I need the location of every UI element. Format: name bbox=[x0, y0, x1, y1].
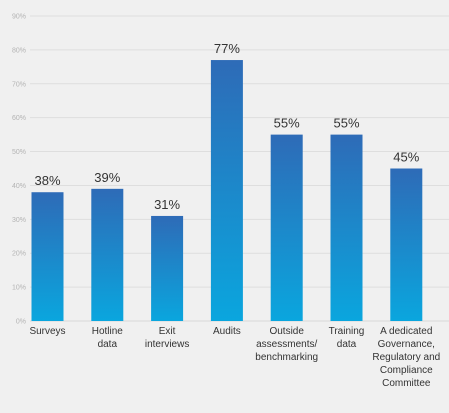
category-label-line: Outside bbox=[269, 326, 304, 337]
y-tick-label: 30% bbox=[12, 217, 26, 224]
bars bbox=[31, 60, 423, 322]
category-label-line: Committee bbox=[382, 378, 431, 389]
category-label-line: Audits bbox=[213, 326, 241, 337]
category-label-line: data bbox=[337, 339, 357, 350]
category-label: Training data bbox=[329, 326, 365, 350]
y-axis-ticks: 0% 10% 20% 30% 40% 50% 60% 70% 80% 90% bbox=[12, 14, 26, 326]
category-label: Surveys bbox=[29, 326, 65, 337]
category-label: A dedicated Governance, Regulatory and Comp… bbox=[372, 326, 440, 389]
bar-value-label: 38% bbox=[34, 173, 60, 188]
bar-value-label: 31% bbox=[154, 197, 180, 212]
category-label-line: interviews bbox=[145, 339, 189, 350]
category-label: Audits bbox=[213, 326, 241, 337]
bar bbox=[330, 134, 363, 321]
y-tick-label: 40% bbox=[12, 183, 26, 190]
category-label: Exit interviews bbox=[145, 326, 189, 350]
category-label-line: Training bbox=[329, 326, 365, 337]
y-tick-label: 70% bbox=[12, 81, 26, 88]
y-tick-label: 10% bbox=[12, 285, 26, 292]
y-tick-label: 50% bbox=[12, 149, 26, 156]
category-labels: Surveys Hotline data Exit interviews Audits Ou… bbox=[29, 326, 440, 389]
bar-value-label: 77% bbox=[214, 41, 240, 56]
category-label-line: Surveys bbox=[29, 326, 65, 337]
bar bbox=[91, 188, 124, 321]
y-tick-label: 90% bbox=[12, 14, 26, 21]
y-tick-label: 60% bbox=[12, 115, 26, 122]
bar-value-label: 55% bbox=[274, 116, 300, 131]
value-labels: 38% 39% 31% 77% 55% 55% 45% bbox=[34, 41, 419, 212]
category-label-line: benchmarking bbox=[255, 352, 318, 363]
bar-value-label: 55% bbox=[333, 116, 359, 131]
y-tick-label: 0% bbox=[16, 319, 26, 326]
category-label: Hotline data bbox=[92, 326, 124, 350]
category-label-line: Governance, bbox=[378, 339, 435, 350]
category-label-line: data bbox=[98, 339, 118, 350]
bar bbox=[31, 192, 64, 321]
bar-value-label: 45% bbox=[393, 150, 419, 165]
category-label-line: Compliance bbox=[380, 365, 433, 376]
category-label-line: Hotline bbox=[92, 326, 124, 337]
y-tick-label: 80% bbox=[12, 47, 26, 54]
category-label-line: Exit bbox=[159, 326, 176, 337]
category-label-line: A dedicated bbox=[380, 326, 432, 337]
bar bbox=[270, 134, 303, 321]
y-tick-label: 20% bbox=[12, 251, 26, 258]
category-label: Outside assessments/benchmarking bbox=[255, 326, 318, 363]
bar bbox=[390, 168, 423, 321]
bar bbox=[151, 215, 184, 321]
bar bbox=[210, 60, 243, 322]
bar-value-label: 39% bbox=[94, 170, 120, 185]
category-label-line: Regulatory and bbox=[372, 352, 440, 363]
category-label-line: assessments/ bbox=[256, 339, 317, 350]
